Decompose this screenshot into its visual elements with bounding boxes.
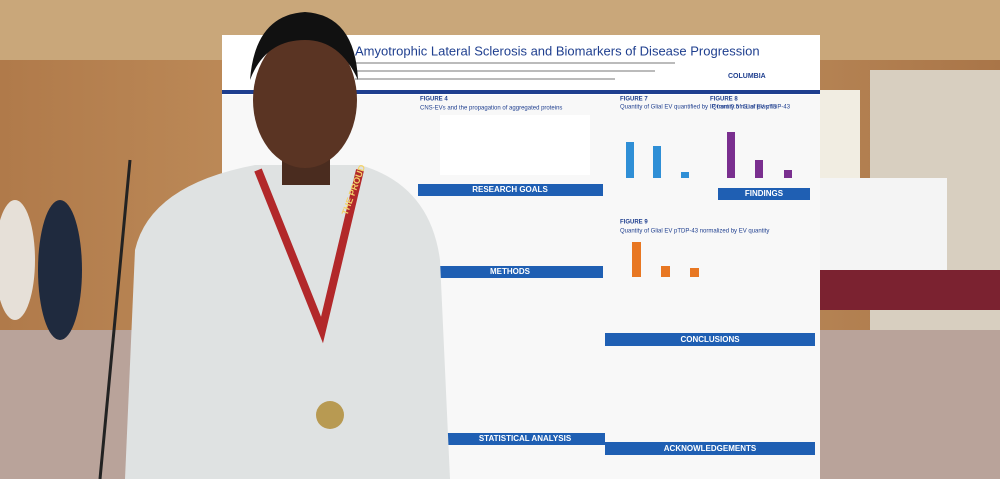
poster-bar: [653, 146, 661, 178]
section-bar: [718, 188, 810, 200]
section-header: METHODS: [490, 267, 531, 276]
poster-bar: [755, 160, 763, 178]
shirt: [125, 165, 450, 479]
section-header: ACKNOWLEDGEMENTS: [664, 444, 757, 453]
figure-image: [440, 115, 590, 175]
figure-caption: Quantity of Glial EV pTDP-43: [712, 105, 791, 111]
figure-label: FIGURE 4: [420, 97, 448, 103]
figure-label: FIGURE 8: [710, 97, 738, 103]
poster-bar: [690, 268, 699, 277]
face: [253, 32, 357, 168]
poster-bar: [784, 170, 792, 178]
poster-bar: [661, 266, 670, 277]
author-line: [355, 78, 615, 80]
bystander: [38, 200, 82, 340]
section-header: STATISTICAL ANALYSIS: [479, 434, 572, 443]
header-rule: [222, 90, 820, 94]
logo: COLUMBIA: [728, 73, 766, 80]
authors: [355, 62, 675, 80]
table: [815, 270, 1000, 310]
section-bar: [605, 442, 815, 455]
figure-label: FIGURE 7: [620, 97, 648, 103]
figure-label: FIGURE 9: [620, 220, 648, 226]
section-bar: [605, 333, 815, 346]
poster-bar: [727, 132, 735, 178]
figure-caption: Quantity of Glial EV pTDP-43 normalized …: [620, 229, 769, 235]
easel: [98, 159, 132, 479]
figure-caption: Quantity of Glial EV quantified by IP fr…: [620, 105, 777, 111]
poster-bar: [681, 172, 689, 178]
hair: [250, 12, 358, 80]
author-line: [355, 70, 655, 72]
poster-bar: [626, 142, 634, 178]
section-bar: [418, 266, 603, 278]
section-bar: [445, 433, 605, 445]
figure-caption: CNS-EVs and the propagation of aggregate…: [420, 106, 562, 112]
section-header: FINDINGS: [745, 189, 784, 198]
poster-title: Amyotrophic Lateral Sclerosis and Biomar…: [355, 43, 760, 58]
other-board: [815, 178, 947, 278]
section-bar: [418, 184, 603, 196]
bystander: [0, 200, 35, 320]
section-header: CONCLUSIONS: [680, 335, 740, 344]
author-line: [355, 62, 675, 64]
keys: [316, 401, 344, 429]
section-header: RESEARCH GOALS: [472, 185, 548, 194]
poster-bar: [632, 242, 641, 277]
lanyard: [254, 168, 364, 344]
